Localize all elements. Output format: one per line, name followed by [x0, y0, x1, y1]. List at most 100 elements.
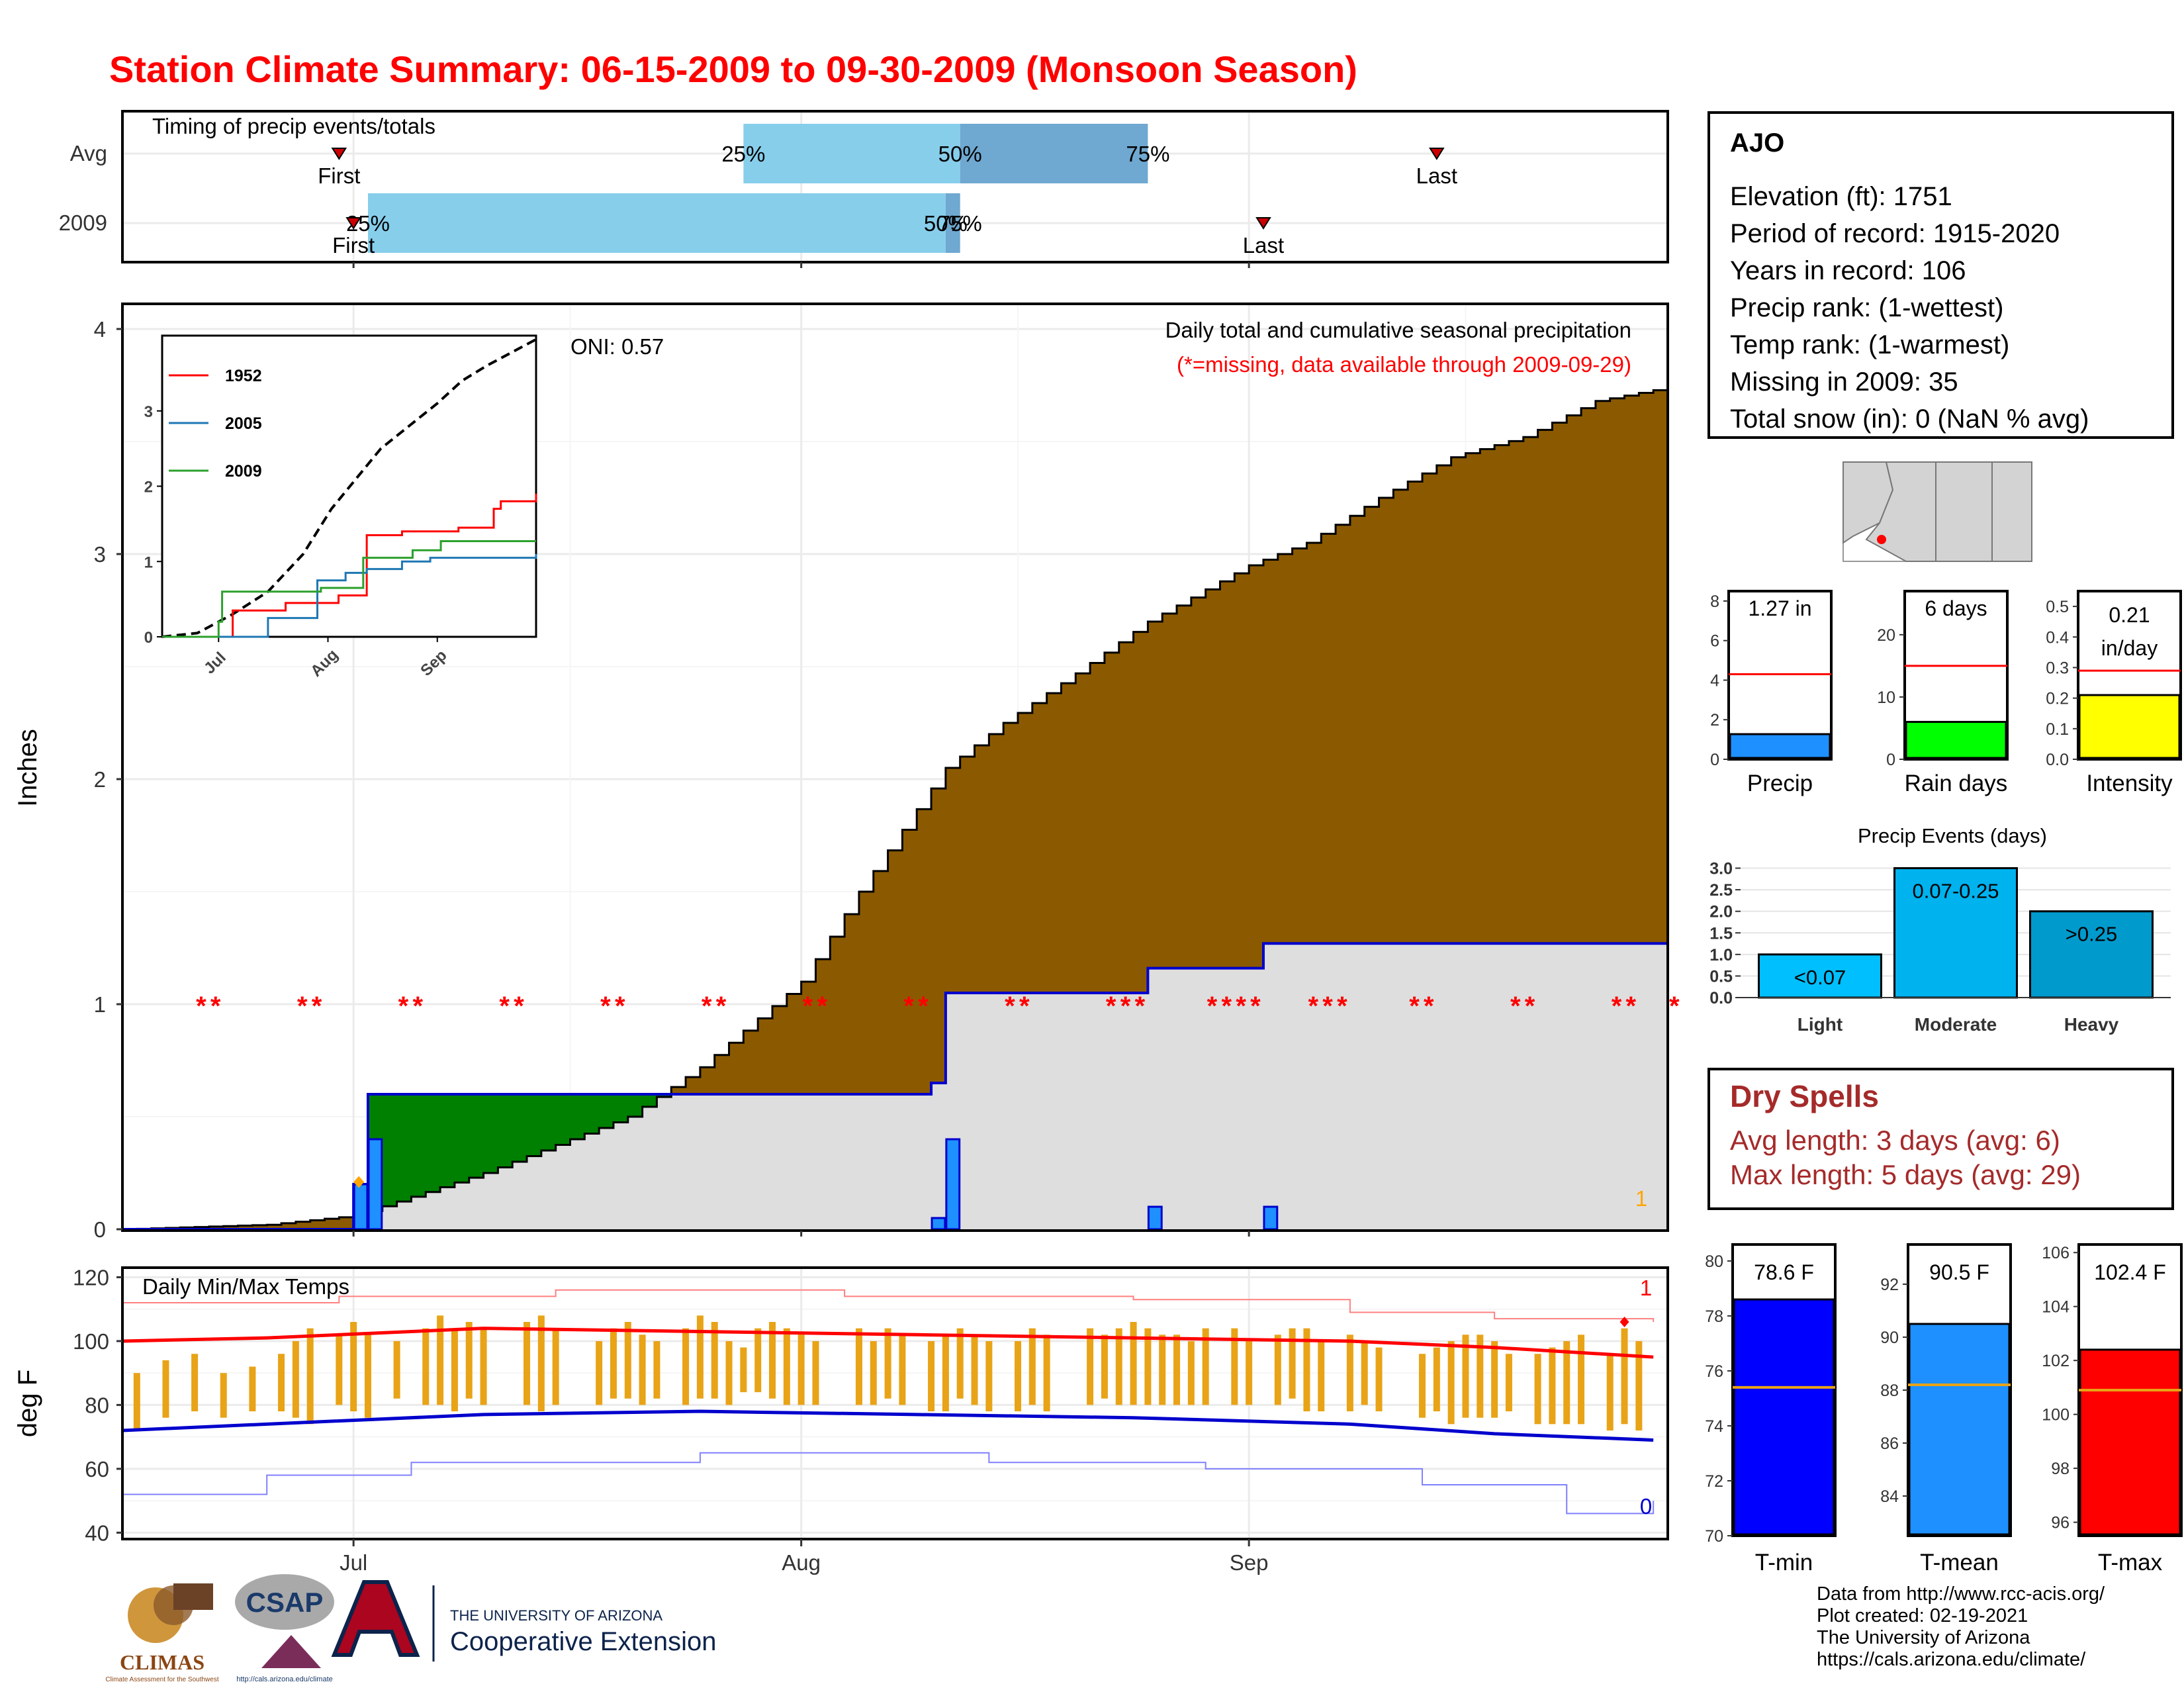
summary-y-tick-label: 0.0: [2046, 751, 2069, 769]
daily-temp-range-bar: [1202, 1328, 1209, 1405]
precip-y-label: Inches: [13, 729, 42, 807]
daily-temp-range-bar: [1606, 1354, 1614, 1430]
temp-bar-y-tick-label: 90: [1880, 1329, 1899, 1347]
daily-temp-range-bar: [1447, 1340, 1455, 1425]
temp-bar-y-tick-label: 72: [1705, 1472, 1723, 1491]
daily-temp-range-bar: [711, 1322, 718, 1399]
daily-temp-range-bar: [740, 1347, 747, 1393]
timing-2009-last-marker: [1255, 217, 1271, 230]
daily-temp-range-bar: [364, 1335, 371, 1418]
daily-precip-bar: [353, 1183, 369, 1231]
missing-marker: *: [1409, 992, 1420, 1021]
precip-y-tick-label: 0: [94, 1217, 106, 1242]
avg-max-line: [122, 1327, 1654, 1359]
precip-events-y-tick-label: 0.5: [1709, 967, 1733, 986]
timing-2009-last-label: Last: [1243, 233, 1284, 258]
daily-temp-range-bar: [1043, 1335, 1050, 1412]
missing-marker: *: [312, 992, 322, 1021]
temp-bar-y-tick-label: 84: [1880, 1487, 1899, 1506]
temp-bar-label: T-mean: [1920, 1550, 1999, 1575]
location-map: [1843, 461, 2032, 562]
temp-y-axis: 40 60 80 100 120: [73, 1265, 122, 1545]
daily-temp-range-bar: [783, 1328, 790, 1405]
missing-marker: *: [817, 992, 827, 1021]
temp-bar-label: T-min: [1755, 1550, 1813, 1575]
temp-bar: [1733, 1298, 1835, 1536]
missing-marker: *: [398, 992, 409, 1021]
precip-y-tick-label: 3: [94, 542, 106, 567]
oni-label: ONI: 0.57: [570, 334, 664, 359]
missing-marker: *: [803, 992, 813, 1021]
summary-y-tick-label: 0.1: [2046, 720, 2069, 739]
daily-temp-range-bar: [725, 1340, 733, 1405]
daily-temp-range-bar: [1289, 1328, 1296, 1399]
daily-temp-range-bar: [1549, 1347, 1556, 1425]
daily-temp-range-bar: [162, 1360, 169, 1418]
timing-avg-last-label: Last: [1416, 164, 1457, 188]
precip-events-y-tick-label: 2.0: [1709, 903, 1733, 921]
precip-panel: * * * * * * * * * * * * * * * * * * * * * * * * * * * * * * * * * * * 0123…: [13, 303, 1680, 1242]
precip-events-chart: Precip Events (days) 0.0 0.5 1.0 1.5 2.0 2.5 3…: [1709, 824, 2171, 1035]
daily-temp-range-bar: [1578, 1335, 1585, 1425]
daily-temp-range-bar: [769, 1322, 776, 1399]
timing-avg-pct-label: 25%: [721, 142, 765, 166]
timing-avg-last-marker: [1429, 148, 1445, 160]
station-years: Years in record: 106: [1730, 256, 1966, 285]
precip-event-bar: [1893, 867, 2018, 999]
station-name: AJO: [1730, 128, 1785, 158]
temp-bar-y-tick-label: 88: [1880, 1382, 1899, 1400]
precip-event-bar-label: 0.07-0.25: [1913, 880, 1999, 903]
csap-url: http://cals.arizona.edu/climate: [236, 1675, 333, 1683]
timing-avg-first-label: First: [318, 164, 360, 188]
precip-panel-frame: [121, 303, 1669, 1232]
temp-bar-y-tick-label: 104: [2042, 1298, 2070, 1317]
precip-event-bar: [2029, 910, 2154, 999]
date-x-axis: Jul Aug Sep: [340, 262, 1269, 1575]
climas-text: CLIMAS: [120, 1650, 205, 1674]
credit-line: The University of Arizona: [1817, 1627, 2030, 1648]
daily-temp-range-bar: [754, 1328, 762, 1393]
temp-value-label: 102.4 F: [2094, 1260, 2166, 1284]
obs-cumulative-line: [122, 942, 1668, 1231]
daily-temp-range-bar: [1014, 1340, 1021, 1412]
daily-temp-range-bar: [870, 1340, 877, 1405]
daily-temp-range-bar: [1419, 1354, 1426, 1418]
daily-temp-range-bar: [1159, 1335, 1166, 1405]
map-state-nm: [1935, 461, 1993, 562]
daily-temp-range-bar: [278, 1354, 285, 1412]
station-elevation: Elevation (ft): 1751: [1730, 182, 1952, 211]
precip-events-y-tick-label: 3.0: [1709, 860, 1733, 878]
csap-logo: CSAP http://cals.arizona.edu/climate: [235, 1574, 334, 1683]
timing-panel: Timing of precip events/totals Avg 2009 …: [59, 110, 1669, 263]
timing-2009-bar-25-50: [367, 193, 946, 253]
precip-events-y-tick-label: 0.0: [1709, 989, 1733, 1008]
temp-bar: [1908, 1323, 2011, 1536]
daily-temp-range-bar: [682, 1328, 690, 1405]
summary-y-tick-label: 6: [1710, 632, 1719, 651]
temp-y-label: deg F: [13, 1370, 42, 1437]
summary-y-tick-label: 8: [1710, 592, 1719, 611]
logos: CLIMAS Climate Assessment for the Southw…: [105, 1574, 716, 1683]
missing-marker: *: [1207, 992, 1218, 1021]
daily-temp-range-bar: [220, 1373, 227, 1418]
csap-text: CSAP: [246, 1587, 324, 1618]
temp-bar-y-tick-label: 76: [1705, 1362, 1723, 1381]
surplus-area: [353, 1094, 672, 1216]
record-marker: [353, 1176, 365, 1188]
daily-temp-range-bar: [1231, 1328, 1238, 1405]
daily-temp-range-bar: [336, 1335, 343, 1405]
precip-y-axis: 0 1 2 3 4: [94, 317, 122, 1242]
missing-marker: *: [1308, 992, 1318, 1021]
summary-bar-label: Rain days: [1905, 771, 2008, 796]
daily-temp-range-bar: [292, 1340, 299, 1418]
temp-summary-bars: 78.6 F T-min 70 72 74 76 78 80 90.5 F T-mean 84 86 8…: [1705, 1243, 2183, 1575]
station-info-box: AJO Elevation (ft): 1751 Period of recor…: [1707, 111, 2174, 439]
temp-y-tick-label: 80: [85, 1393, 109, 1417]
temp-bar-label: T-max: [2098, 1550, 2163, 1575]
missing-marker: *: [600, 992, 611, 1021]
inset-legend-label: 1952: [225, 367, 262, 385]
missing-marker: *: [1626, 992, 1637, 1021]
daily-temp-range-bar: [971, 1335, 978, 1405]
timing-avg-bar-25-50: [743, 124, 960, 183]
